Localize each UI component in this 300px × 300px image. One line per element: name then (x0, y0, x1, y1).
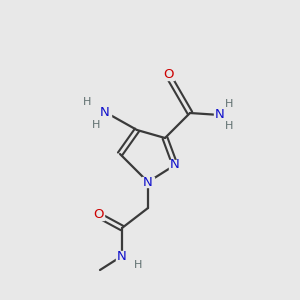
Text: H: H (225, 99, 233, 109)
Text: N: N (143, 176, 153, 188)
Text: N: N (215, 109, 225, 122)
Text: N: N (117, 250, 127, 262)
Bar (82, 98, 91, 106)
Text: N: N (170, 158, 180, 172)
Bar (92, 121, 100, 129)
Bar (116, 251, 128, 261)
Bar (99, 107, 111, 117)
Text: O: O (163, 68, 173, 82)
Bar (224, 122, 233, 130)
Text: H: H (83, 97, 91, 107)
Bar (214, 110, 226, 120)
Text: O: O (93, 208, 103, 221)
Bar (224, 100, 233, 108)
Text: H: H (92, 120, 100, 130)
Bar (162, 70, 174, 80)
Text: N: N (100, 106, 110, 118)
Bar (169, 160, 181, 170)
Bar (142, 177, 154, 187)
Text: H: H (134, 260, 142, 270)
Bar (92, 210, 104, 220)
Bar (134, 261, 142, 269)
Text: H: H (225, 121, 233, 131)
